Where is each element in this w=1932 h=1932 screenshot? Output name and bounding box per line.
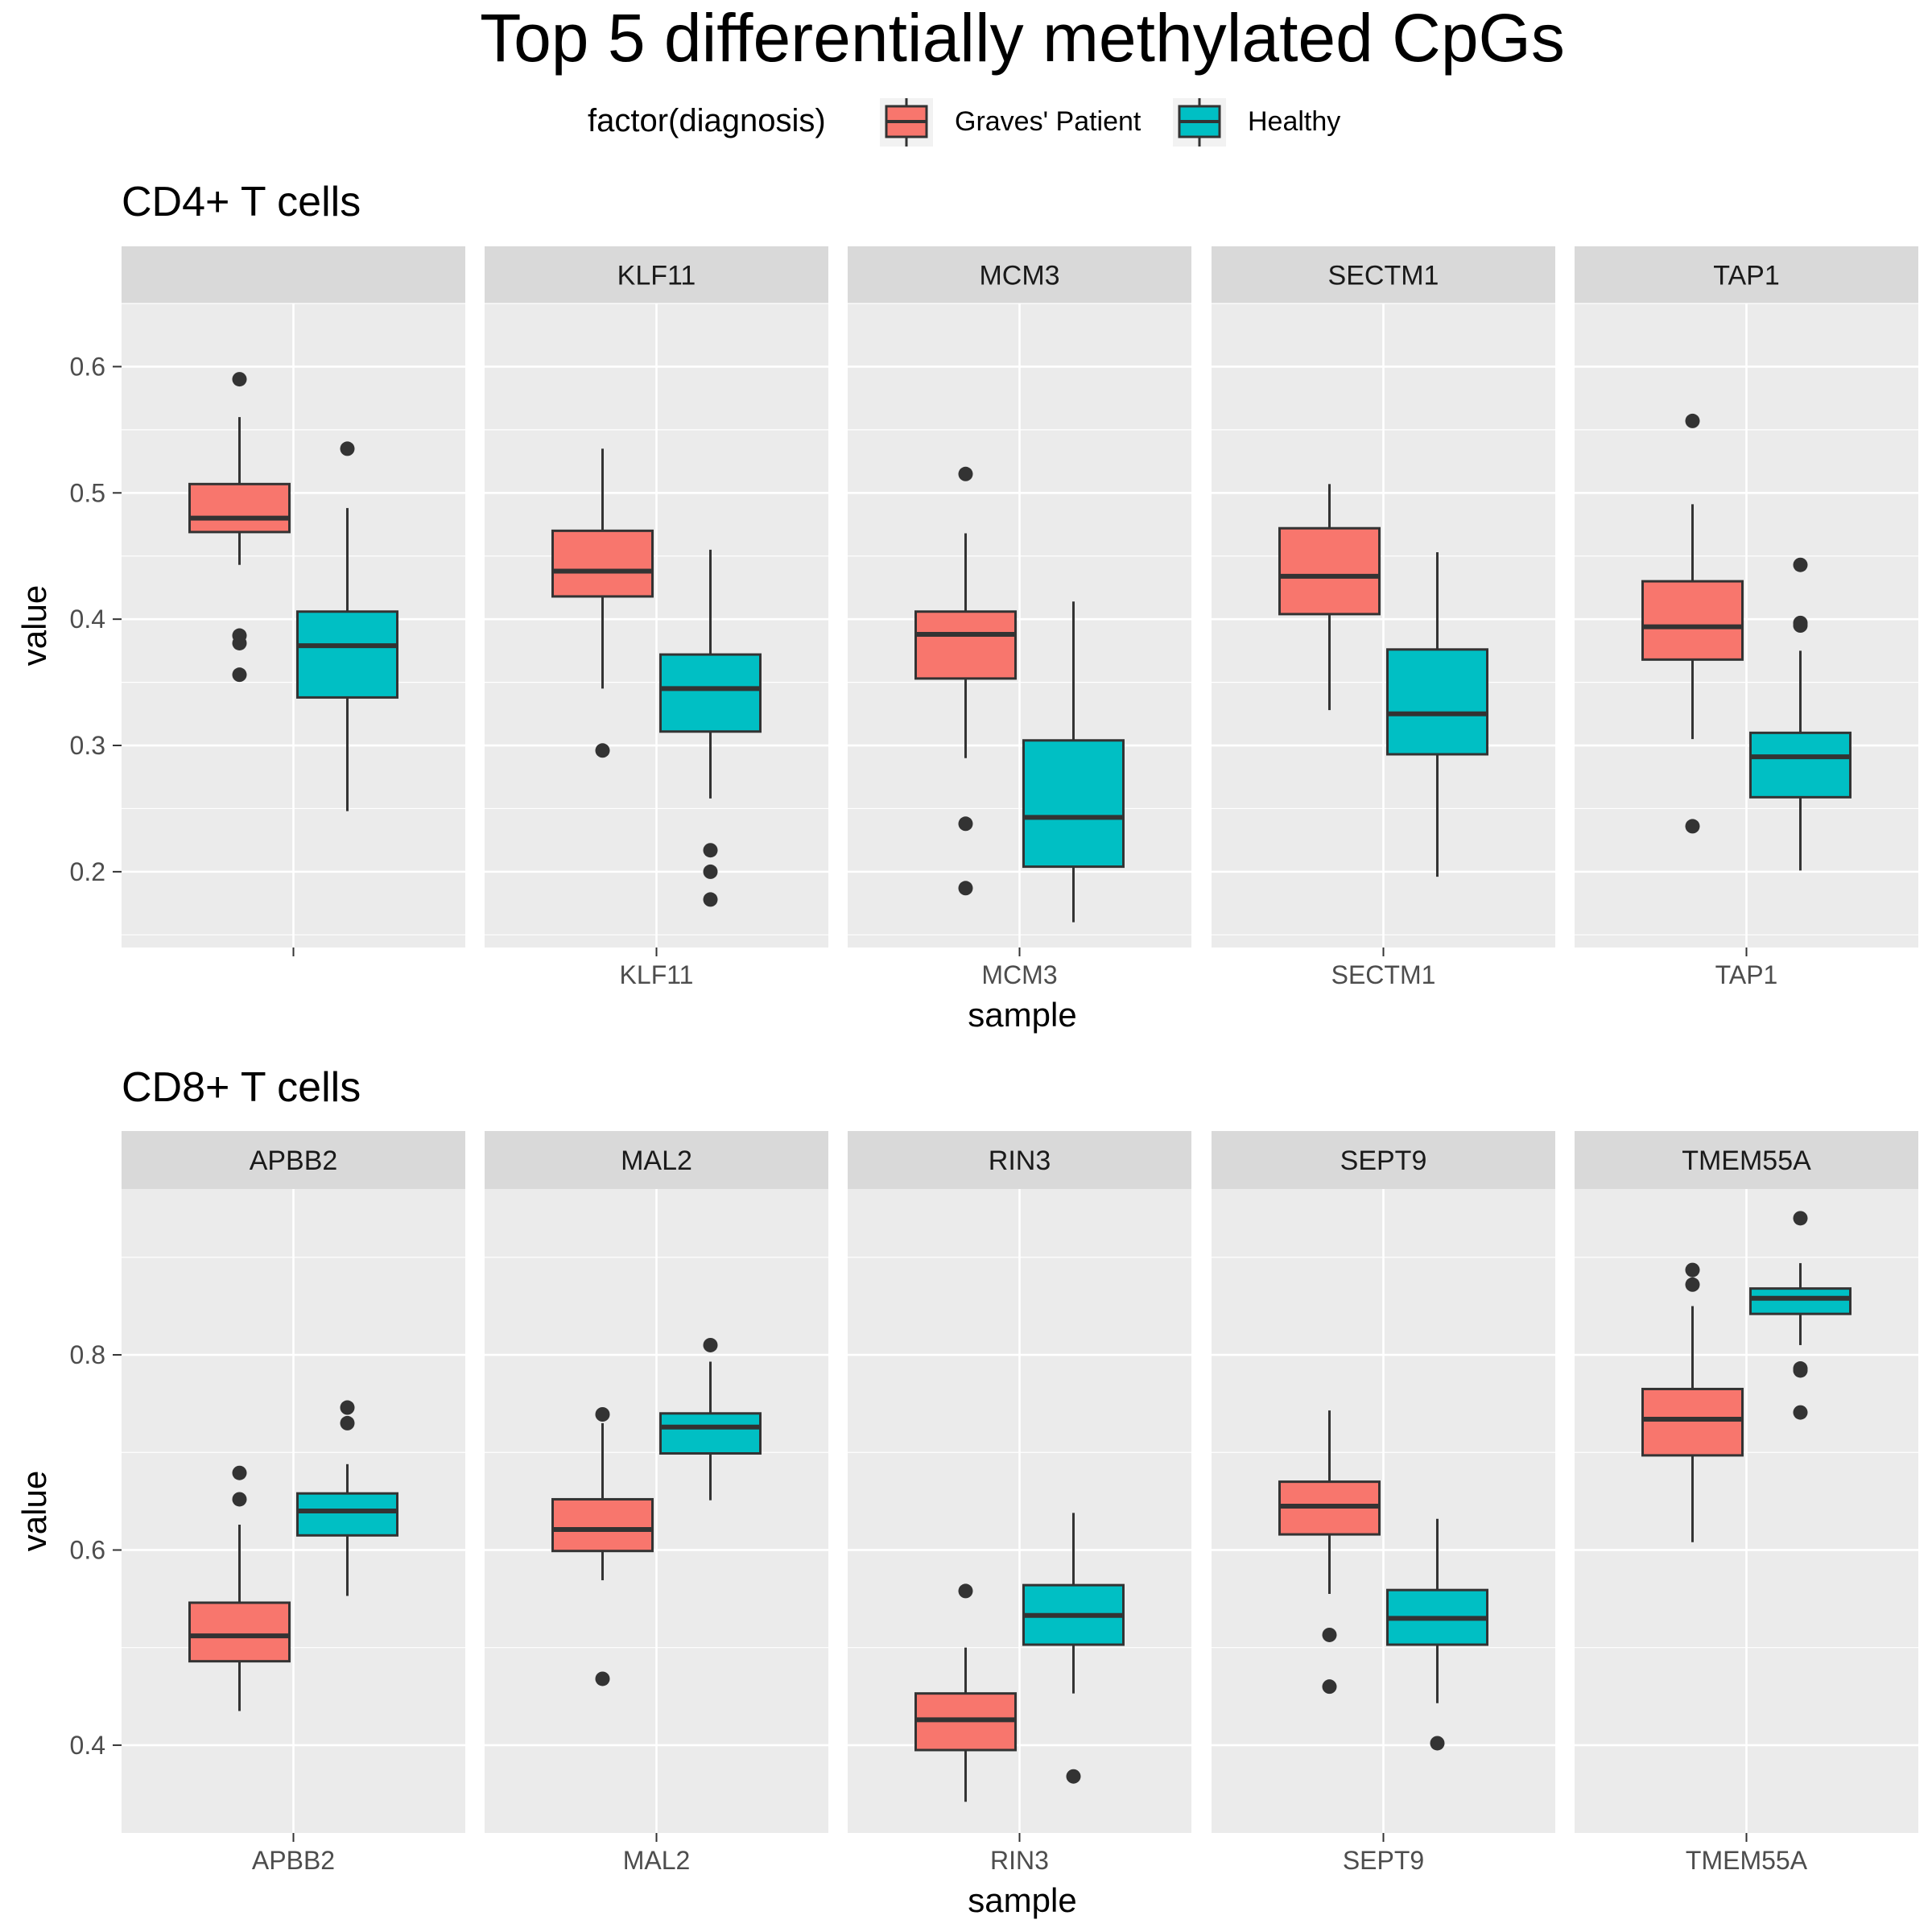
outlier-point-graves [1686, 1278, 1700, 1292]
box-graves [1643, 581, 1743, 659]
outlier-point-graves [1323, 1679, 1337, 1694]
legend: factor(diagnosis) Graves' Patient Health… [588, 98, 1340, 147]
x-axis-title: sample [968, 1881, 1076, 1919]
outlier-point-healthy [704, 892, 718, 906]
outlier-point-graves [1686, 819, 1700, 833]
facet-label-sectm1: SECTM1 [1328, 261, 1439, 291]
box-healthy [661, 1414, 761, 1454]
outlier-point-healthy [704, 843, 718, 857]
outlier-point-graves [959, 816, 973, 831]
box-healthy [1024, 741, 1124, 867]
x-tick-label-klf11: KLF11 [620, 960, 694, 989]
outlier-point-graves [233, 667, 247, 682]
box-graves [190, 484, 290, 532]
outlier-point-graves [233, 1466, 247, 1480]
facet-label-mal2: MAL2 [621, 1146, 692, 1176]
box-healthy [1388, 650, 1488, 754]
outlier-point-graves [596, 1671, 610, 1686]
x-tick-label-mcm3: MCM3 [981, 960, 1057, 989]
box-healthy [1751, 733, 1851, 797]
x-tick-label-sept9: SEPT9 [1343, 1846, 1424, 1875]
x-tick-label-mal2: MAL2 [623, 1846, 691, 1875]
outlier-point-graves [1686, 1263, 1700, 1278]
outlier-point-graves [1323, 1628, 1337, 1642]
x-tick-label-sectm1: SECTM1 [1331, 960, 1436, 989]
chart-title: Top 5 differentially methylated CpGs [480, 0, 1565, 76]
outlier-point-graves [596, 1407, 610, 1422]
box-healthy [1751, 1289, 1851, 1315]
box-healthy [298, 1493, 398, 1535]
outlier-point-graves [959, 881, 973, 895]
box-healthy [298, 612, 398, 698]
y-tick-label: 0.2 [70, 857, 105, 886]
outlier-point-graves [959, 1583, 973, 1598]
outlier-point-healthy [1794, 1406, 1808, 1420]
outlier-point-graves [233, 372, 247, 386]
outlier-point-healthy [341, 1416, 355, 1430]
box-graves [1643, 1389, 1743, 1455]
facet-strip-unlabeled [122, 246, 465, 303]
y-tick-label: 0.8 [70, 1340, 105, 1369]
y-tick-label: 0.3 [70, 731, 105, 760]
y-tick-label: 0.4 [70, 605, 105, 634]
cd8-boxplot-group: CD8+ T cells value sample 0.4 0.6 0.8 APBB2 APB… [15, 1064, 1918, 1919]
legend-title: factor(diagnosis) [588, 103, 826, 138]
box-graves [553, 1499, 653, 1550]
legend-label-healthy: Healthy [1248, 106, 1340, 137]
box-graves [1280, 528, 1380, 614]
outlier-point-healthy [1067, 1769, 1081, 1784]
outlier-point-graves [233, 1492, 247, 1506]
outlier-point-graves [233, 636, 247, 650]
outlier-point-healthy [1794, 1211, 1808, 1225]
y-axis-title: value [15, 585, 53, 666]
facet-label-apbb2: APBB2 [250, 1146, 338, 1176]
y-tick-label: 0.6 [70, 352, 105, 381]
legend-label-graves: Graves' Patient [955, 106, 1141, 137]
outlier-point-healthy [1794, 618, 1808, 633]
facet-label-tmem55a: TMEM55A [1682, 1146, 1811, 1176]
y-tick-label: 0.6 [70, 1535, 105, 1564]
legend-key-healthy [1173, 98, 1226, 147]
facet-label-sept9: SEPT9 [1340, 1146, 1427, 1176]
x-tick-label-tap1: TAP1 [1715, 960, 1778, 989]
outlier-point-healthy [341, 1401, 355, 1415]
outlier-point-healthy [341, 441, 355, 456]
section-subtitle: CD4+ T cells [122, 179, 361, 225]
outlier-point-healthy [1430, 1736, 1445, 1750]
box-graves [190, 1603, 290, 1662]
outlier-point-healthy [1794, 558, 1808, 572]
y-tick-label: 0.5 [70, 478, 105, 507]
facet-label-tap1: TAP1 [1713, 261, 1780, 291]
cd4-boxplot-group: CD4+ T cells value sample 0.2 0.3 0.4 0.5 0.6 KL… [15, 179, 1918, 1034]
outlier-point-healthy [1794, 1363, 1808, 1377]
x-tick-label-rin3: RIN3 [990, 1846, 1049, 1875]
x-axis-title: sample [968, 996, 1076, 1034]
outlier-point-healthy [704, 1338, 718, 1352]
outlier-point-graves [1686, 414, 1700, 428]
box-healthy [661, 654, 761, 732]
facet-label-mcm3: MCM3 [979, 261, 1059, 291]
y-axis-title: value [15, 1471, 53, 1551]
box-graves [916, 612, 1016, 679]
x-tick-label-apbb2: APBB2 [252, 1846, 335, 1875]
y-tick-label: 0.4 [70, 1731, 105, 1760]
outlier-point-graves [959, 467, 973, 481]
facet-label-rin3: RIN3 [989, 1146, 1051, 1176]
outlier-point-graves [596, 743, 610, 758]
outlier-point-healthy [704, 865, 718, 879]
legend-key-graves [880, 98, 933, 147]
facet-label-klf11: KLF11 [617, 261, 696, 291]
x-tick-label-tmem55a: TMEM55A [1686, 1846, 1808, 1875]
section-subtitle: CD8+ T cells [122, 1064, 361, 1111]
box-graves [553, 530, 653, 597]
